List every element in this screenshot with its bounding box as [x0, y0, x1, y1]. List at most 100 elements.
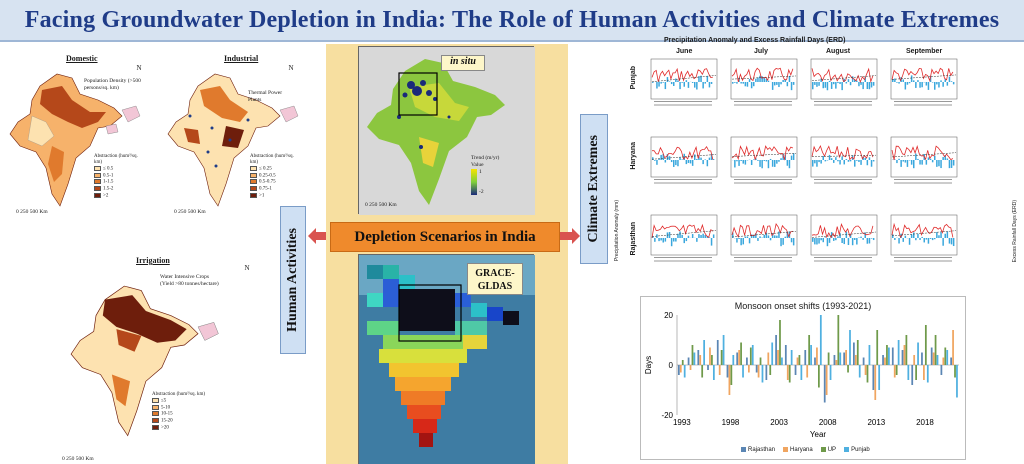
bar-rajasthan: [911, 365, 914, 385]
industrial-note: Thermal Power Plants: [248, 90, 283, 103]
trend-legend: Trend (m/yr) Value 1 -2: [471, 155, 531, 195]
industrial-legend-title: Abstraction (hum³/sq. km): [250, 154, 294, 165]
bar-rajasthan: [853, 342, 855, 365]
bar-punjab: [683, 365, 686, 378]
bar-haryana: [874, 365, 877, 400]
bar-punjab: [907, 365, 910, 380]
bar-haryana: [738, 350, 741, 365]
bar-haryana: [679, 365, 682, 373]
grace-map: GRACE-GLDAS: [358, 254, 535, 464]
domestic-scale: 0 250 500 Km: [16, 209, 48, 215]
trend-max: 1: [479, 169, 482, 175]
legend-up: UP: [820, 447, 836, 453]
bar-haryana: [767, 352, 770, 365]
bar-haryana: [893, 365, 896, 378]
bar-up: [837, 315, 840, 365]
bar-haryana: [709, 347, 711, 365]
bar-haryana: [942, 357, 945, 365]
bar-haryana: [796, 357, 799, 365]
bar-up: [691, 345, 694, 365]
bar-up: [681, 360, 684, 365]
bar-haryana: [699, 355, 702, 365]
bar-punjab: [810, 345, 812, 365]
industrial-map: [167, 73, 299, 207]
x-tick-label: 2013: [867, 418, 885, 427]
precip-minichart: [650, 136, 718, 184]
bar-rajasthan: [794, 365, 797, 375]
month-june: June: [676, 48, 693, 55]
bar-rajasthan: [940, 365, 943, 375]
bar-punjab: [819, 315, 822, 365]
legend-item: 5-10: [152, 404, 208, 412]
insitu-map: in situ Trend (m/yr) Value 1 -2 0 250 50…: [358, 46, 535, 215]
precip-anomaly-axis-label: Precipitation Anomaly (mm): [614, 200, 620, 262]
bar-rajasthan: [707, 365, 709, 370]
legend-item: 1-1.5: [94, 179, 144, 186]
insitu-scale: 0 250 500 Km: [365, 202, 397, 208]
bar-punjab: [712, 365, 715, 380]
month-july: July: [754, 48, 769, 55]
legend-item: 10-15: [152, 411, 208, 418]
bar-haryana: [747, 365, 750, 373]
bar-haryana: [932, 352, 935, 365]
bar-up: [905, 335, 908, 365]
bar-punjab: [936, 355, 939, 365]
poster-title: Facing Groundwater Depletion in India: T…: [24, 6, 1000, 33]
irrigation-legend: Abstraction (hum³/sq. km) ≤5 5-10 10-15 …: [152, 392, 208, 431]
bar-rajasthan: [950, 357, 952, 365]
bar-punjab: [790, 350, 793, 365]
bar-punjab: [800, 365, 803, 380]
trend-colorbar: 1 -2: [471, 169, 531, 195]
bar-haryana: [689, 365, 692, 370]
bar-punjab: [858, 365, 861, 378]
y-axis-label: Days: [644, 356, 653, 374]
bar-up: [720, 350, 723, 365]
bar-punjab: [946, 350, 949, 365]
title-bar: Facing Groundwater Depletion in India: T…: [0, 0, 1024, 42]
precip-minichart: [650, 58, 718, 106]
legend-item: >2: [94, 192, 144, 200]
x-tick-label: 2003: [770, 418, 788, 427]
irrigation-scale: 0 250 500 Km: [62, 456, 94, 462]
bar-rajasthan: [736, 352, 739, 365]
bar-up: [827, 352, 830, 365]
irrigation-note: Water Intensive Crops (Yield >80 tonnes/…: [160, 274, 219, 287]
bar-punjab: [751, 345, 754, 365]
bar-rajasthan: [872, 365, 875, 390]
bar-rajasthan: [901, 350, 904, 365]
human-activities-box: Human Activities: [280, 206, 306, 354]
north-arrow-icon: N: [244, 264, 250, 272]
bar-haryana: [845, 350, 847, 365]
bar-up: [954, 365, 956, 378]
depletion-scenarios-box: Depletion Scenarios in India: [330, 222, 560, 252]
legend-item: 15-20: [152, 417, 208, 425]
bar-up: [808, 335, 811, 365]
climate-extremes-label: Climate Extremes: [586, 135, 601, 243]
insitu-badge: in situ: [441, 55, 485, 71]
bar-punjab: [956, 365, 958, 398]
trend-min: -2: [479, 188, 484, 195]
bar-punjab: [703, 340, 706, 365]
north-arrow-icon: N: [288, 64, 294, 72]
bar-haryana: [913, 355, 916, 365]
bar-punjab: [722, 335, 725, 365]
bar-punjab: [926, 365, 929, 383]
bar-haryana: [854, 355, 857, 365]
y-tick-label: 20: [664, 311, 673, 320]
bar-up: [924, 325, 927, 365]
bar-haryana: [835, 360, 838, 365]
bar-haryana: [786, 365, 789, 380]
x-tick-label: 1993: [673, 418, 691, 427]
x-tick-label: 1998: [722, 418, 740, 427]
bar-up: [730, 365, 733, 385]
domestic-legend: Abstraction (hum³/sq. km) ≤ 0.5 0.5-1 1-…: [94, 154, 144, 199]
human-activities-label: Human Activities: [285, 228, 300, 332]
legend-item: >1: [250, 192, 300, 200]
bar-rajasthan: [862, 357, 865, 365]
y-tick-label: 0: [669, 361, 674, 370]
precip-minichart: [810, 136, 878, 184]
precip-minichart: [730, 214, 798, 262]
precip-minichart: [810, 214, 878, 262]
bar-haryana: [952, 330, 954, 365]
domestic-legend-title: Abstraction (hum³/sq. km): [94, 154, 138, 165]
